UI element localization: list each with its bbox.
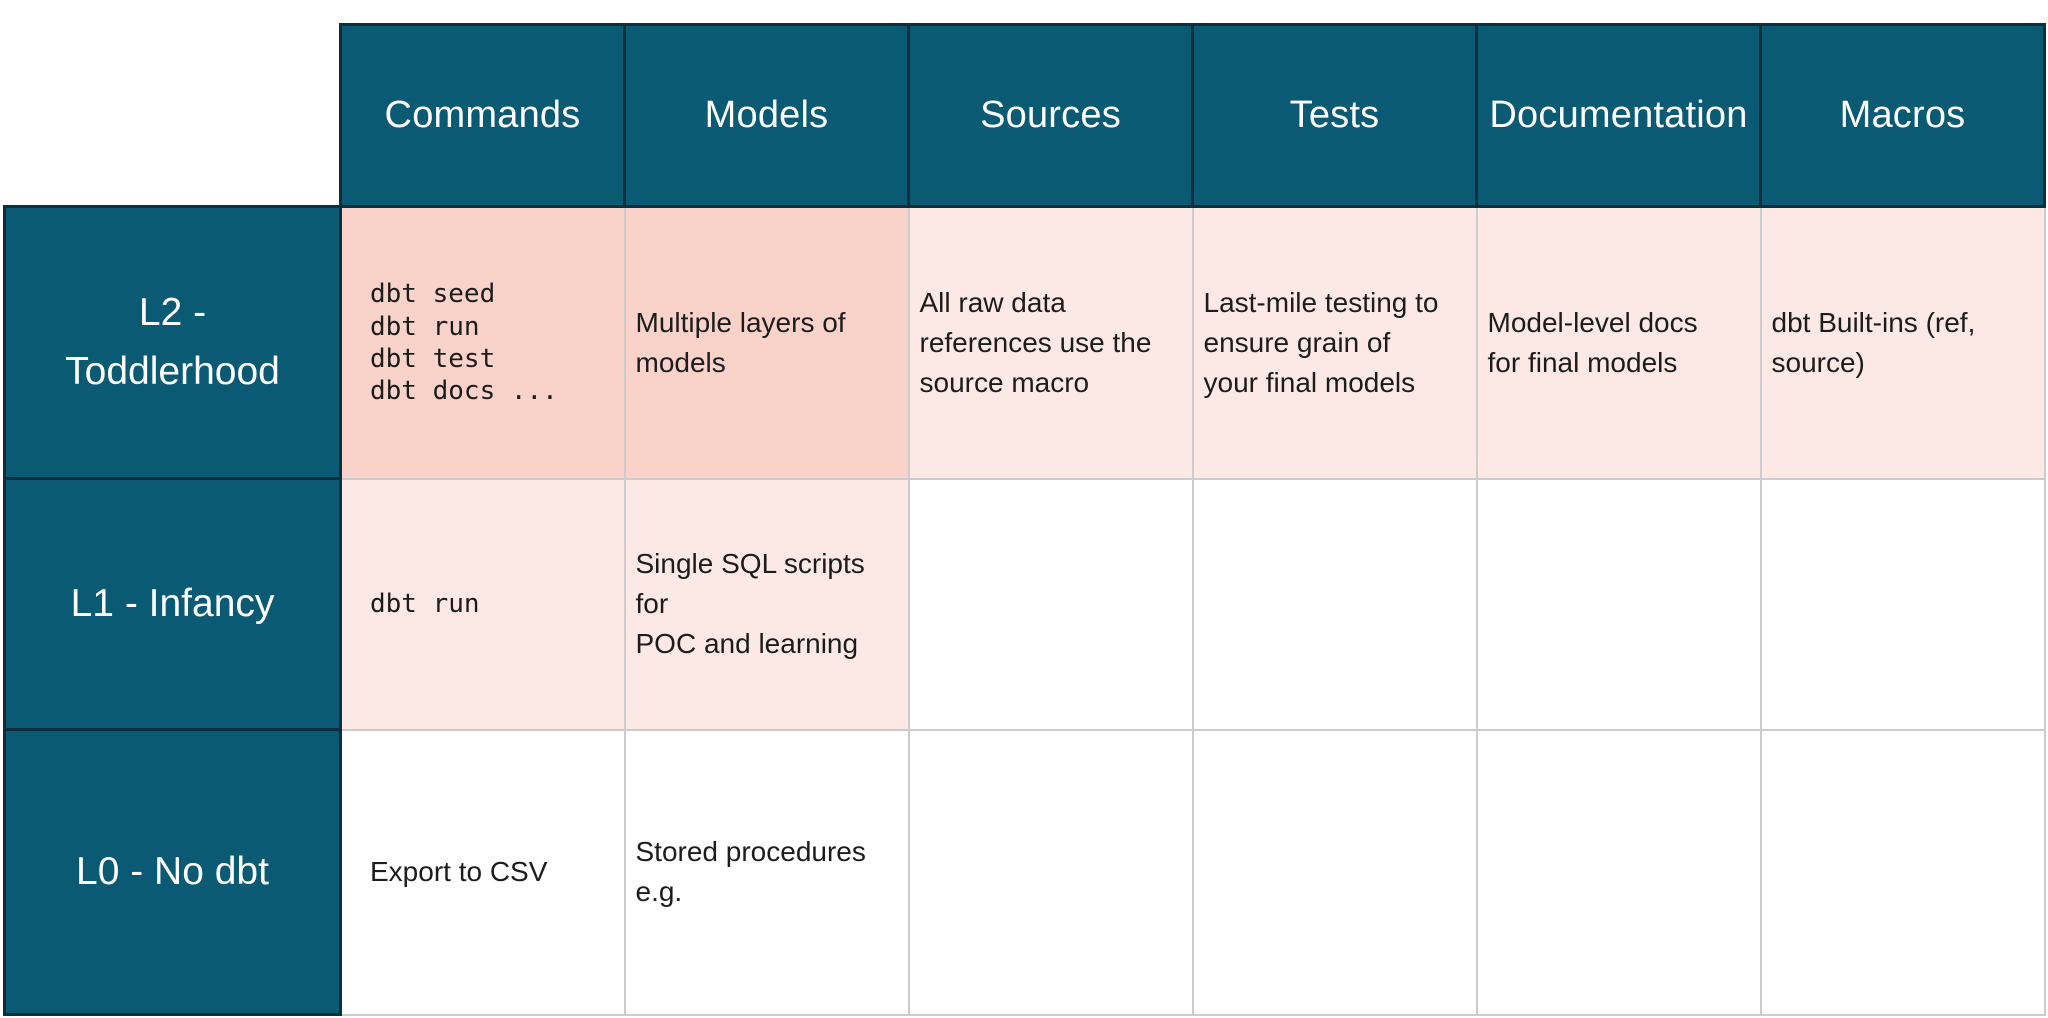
cell-l1-macros [1759,477,2046,731]
cell-l1-tests [1191,477,1478,731]
cell-l2-macros: dbt Built-ins (ref, source) [1759,205,2046,480]
header-row: Commands Models Sources Tests Documentat… [4,23,2046,208]
row-header-l2: L2 - Toddlerhood [3,205,342,480]
cell-l0-documentation [1475,728,1762,1016]
cell-l1-documentation [1475,477,1762,731]
cell-l0-commands: Export to CSV [339,728,626,1016]
cell-l1-commands: dbt run [339,477,626,731]
cell-l2-commands: dbt seed dbt run dbt test dbt docs ... [339,205,626,480]
cell-l2-sources: All raw data references use the source m… [907,205,1194,480]
col-header-tests: Tests [1191,23,1478,208]
cell-l0-models: Stored procedures e.g. [623,728,910,1016]
col-header-documentation: Documentation [1475,23,1762,208]
cell-l0-tests [1191,728,1478,1016]
row-header-l1: L1 - Infancy [3,477,342,731]
col-header-sources: Sources [907,23,1194,208]
table-row-l1: L1 - Infancy dbt run Single SQL scripts … [3,477,2046,731]
col-header-macros: Macros [1759,23,2046,208]
col-header-models: Models [623,23,910,208]
cell-l1-sources [907,477,1194,731]
col-header-commands: Commands [339,23,626,208]
cell-l1-models: Single SQL scripts for POC and learning [623,477,910,731]
cell-l0-sources [907,728,1194,1016]
cell-l2-documentation: Model-level docs for final models [1475,205,1762,480]
cell-l2-tests: Last-mile testing to ensure grain of you… [1191,205,1478,480]
cell-l0-macros [1759,728,2046,1016]
table-row-l0: L0 - No dbt Export to CSV Stored procedu… [3,728,2046,1016]
dbt-maturity-table: Commands Models Sources Tests Documentat… [3,23,2046,1016]
cell-l2-models: Multiple layers of models [623,205,910,480]
table-row-l2: L2 - Toddlerhood dbt seed dbt run dbt te… [3,205,2046,480]
corner-cell [4,24,341,207]
row-header-l0: L0 - No dbt [3,728,342,1016]
